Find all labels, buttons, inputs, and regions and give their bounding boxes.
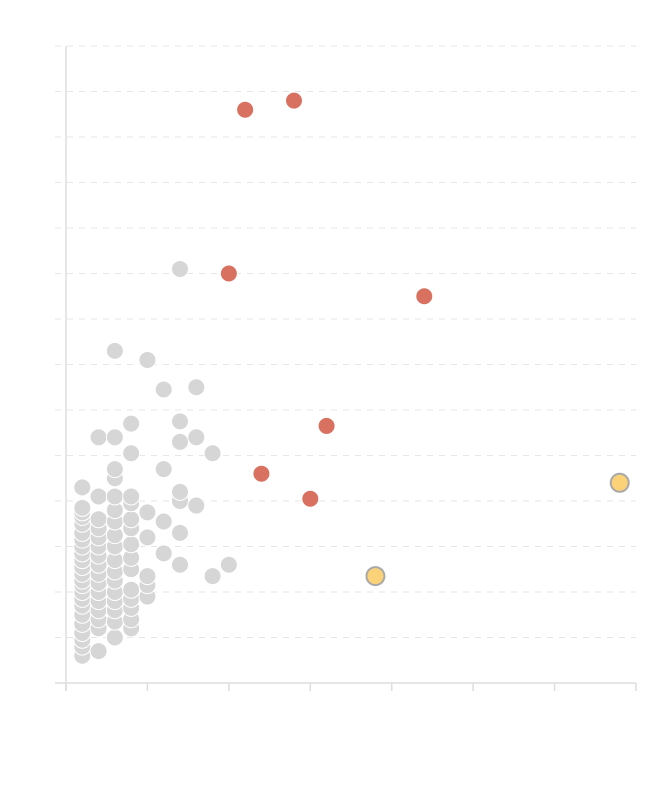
data-point <box>89 428 108 447</box>
data-point <box>154 460 173 479</box>
data-point <box>138 528 157 547</box>
data-point-yellow <box>609 472 630 493</box>
data-point <box>187 496 206 515</box>
data-point <box>154 512 173 531</box>
data-point <box>105 341 124 360</box>
data-point-yellow <box>365 566 386 587</box>
data-point <box>89 510 108 529</box>
data-point <box>122 535 141 554</box>
data-point <box>171 523 189 542</box>
data-point-red <box>252 464 271 483</box>
data-point-red <box>285 91 303 110</box>
data-point <box>203 567 222 586</box>
data-point <box>122 510 141 529</box>
data-point <box>203 444 222 463</box>
data-point-red <box>219 264 238 283</box>
data-point-red <box>236 100 255 119</box>
data-point <box>171 259 189 278</box>
data-point <box>105 628 124 647</box>
data-point <box>154 544 173 563</box>
data-point-red <box>317 416 336 435</box>
data-point-red <box>301 489 320 508</box>
data-point <box>171 555 189 574</box>
data-point <box>105 487 124 506</box>
data-point <box>89 642 108 661</box>
data-point <box>171 482 189 501</box>
data-point <box>138 503 157 522</box>
data-point <box>122 444 141 463</box>
data-point <box>89 487 108 506</box>
data-point <box>122 580 141 599</box>
data-point <box>171 412 189 431</box>
data-point <box>219 555 238 574</box>
data-point <box>187 428 206 447</box>
data-point <box>73 478 92 497</box>
data-point <box>171 432 189 451</box>
data-point <box>73 498 92 517</box>
data-point <box>138 567 157 586</box>
data-point-red <box>415 287 434 306</box>
data-point <box>138 350 157 369</box>
data-point <box>122 487 141 506</box>
data-point <box>154 380 173 399</box>
data-point <box>105 428 124 447</box>
data-point <box>122 414 141 433</box>
data-point <box>187 378 206 397</box>
data-point <box>105 460 124 479</box>
